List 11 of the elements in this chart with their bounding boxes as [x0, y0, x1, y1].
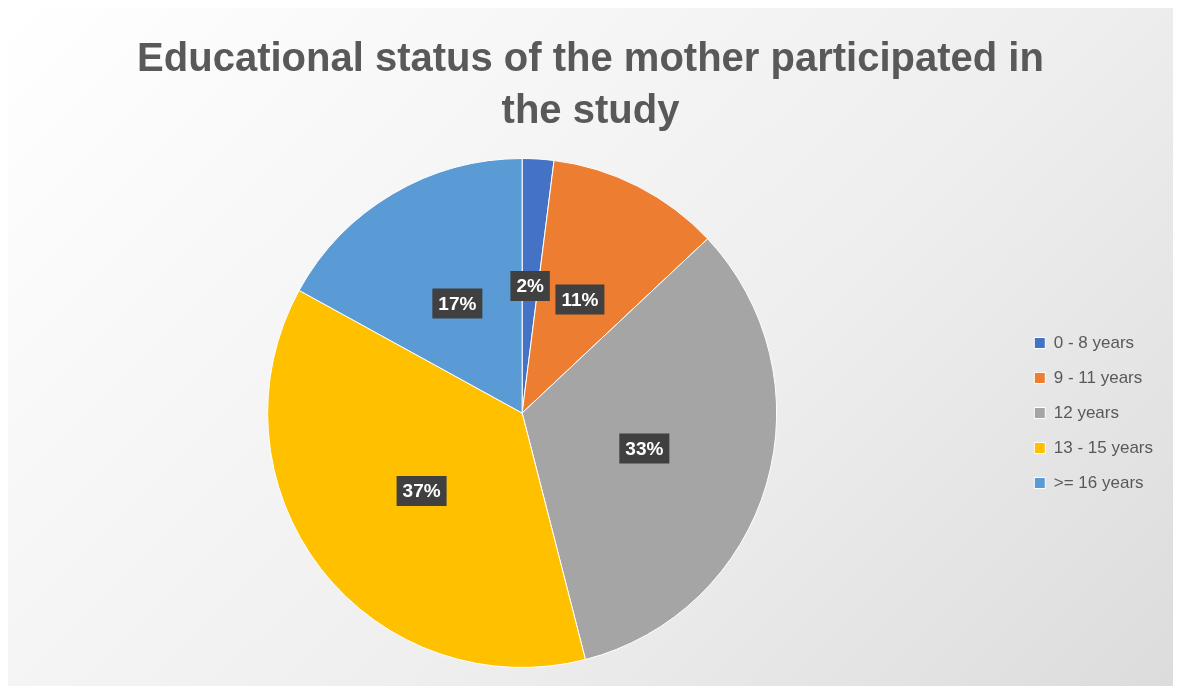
legend-label: 12 years — [1053, 402, 1119, 422]
legend-label: 13 - 15 years — [1053, 437, 1154, 457]
data-label: 17% — [438, 292, 477, 314]
data-label: 11% — [561, 288, 599, 310]
data-label: 2% — [516, 275, 544, 297]
legend-label: >= 16 years — [1053, 472, 1144, 492]
data-label: 33% — [625, 437, 664, 459]
legend-label: 0 - 8 years — [1053, 332, 1135, 352]
data-label: 37% — [402, 480, 441, 502]
legend-label: 9 - 11 years — [1053, 367, 1143, 387]
chart-title: Educational status of the mother participated in the study — [136, 34, 1045, 133]
